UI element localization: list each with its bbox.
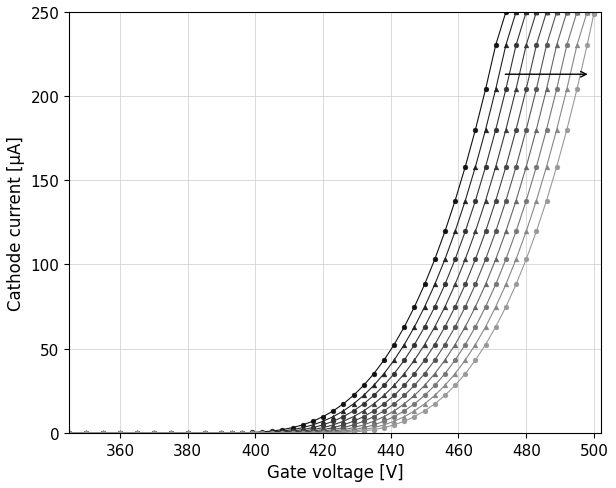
Y-axis label: Cathode current [μA]: Cathode current [μA] (7, 136, 25, 310)
X-axis label: Gate voltage [V]: Gate voltage [V] (267, 463, 403, 481)
